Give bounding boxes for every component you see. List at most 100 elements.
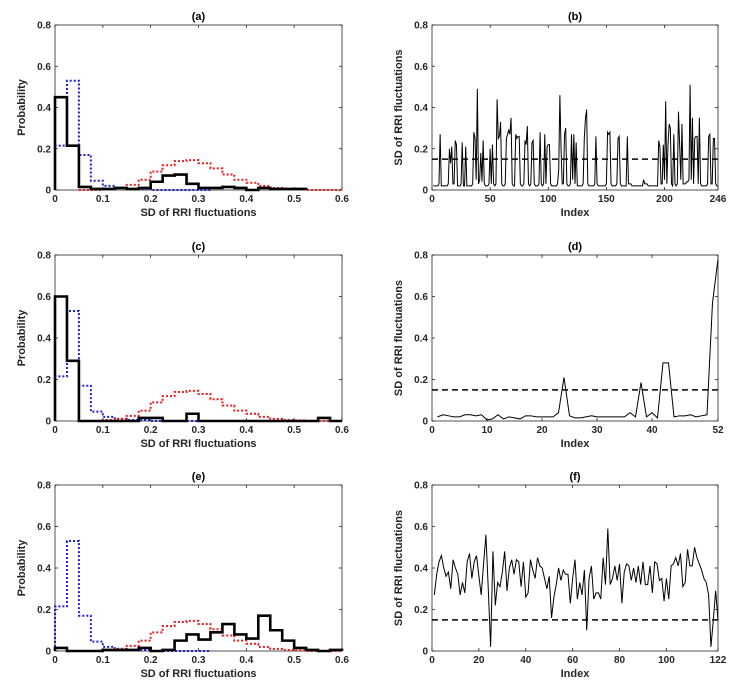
x-axis-label: SD of RRI fluctuations [140,207,256,219]
x-tick-label: 20 [536,425,548,436]
x-tick-label: 20 [473,655,485,666]
panel-d: 0 0.2 0.4 0.6 0.8 0 10 20 30 40 52 (d) Index SD of RR… [393,241,724,450]
y-tick-label: 0.4 [414,103,428,114]
x-tick-label: 52 [712,425,724,436]
x-tick-label: 0.2 [144,194,158,205]
x-tick-label: 0 [429,194,435,205]
x-tick-label: 0.3 [192,425,206,436]
histogram-series-1 [78,619,342,652]
x-tick-label: 0.1 [96,194,110,205]
y-axis-label: SD of RRI fluctuations [393,510,405,626]
axes-box [54,484,343,652]
y-axis-label: Probability [16,309,28,367]
y-tick-label: 0 [45,647,51,658]
histogram-series-2 [53,95,308,192]
x-axis-label: Index [561,668,591,680]
sd-series-line [433,84,718,188]
panel-c: 0 0.2 0.4 0.6 0.8 0 0.1 0.2 0.3 0.4 0.5 0.6 (c) SD of… [16,241,349,450]
y-tick-label: 0.2 [414,144,428,155]
y-tick-label: 0.4 [37,103,51,114]
x-tick-label: 0 [52,194,58,205]
panel-title: (f) [570,471,581,483]
x-tick-label: 100 [658,655,675,666]
y-tick-label: 0.4 [37,334,51,345]
y-tick-label: 0.8 [414,251,428,262]
y-tick-label: 0.6 [37,292,51,303]
x-tick-label: 80 [614,655,626,666]
x-tick-label: 50 [485,194,497,205]
panel-f: 0 0.2 0.4 0.6 0.8 0 20 40 60 80 100 122 (f) Index SD o… [393,471,727,680]
y-tick-label: 0.6 [414,62,428,73]
x-axis-label: SD of RRI fluctuations [140,668,256,680]
y-tick-label: 0 [422,417,428,428]
y-axis-label: SD of RRI fluctuations [393,280,405,396]
axes-box [431,254,719,422]
y-tick-label: 0.4 [414,334,428,345]
y-tick-label: 0.8 [37,21,51,32]
y-axis-label: SD of RRI fluctuations [393,49,405,165]
y-tick-label: 0 [422,647,428,658]
y-tick-label: 0.8 [414,481,428,492]
x-tick-label: 0.5 [287,655,301,666]
axes-box [54,24,343,191]
panel-b: 0 0.2 0.4 0.6 0.8 0 50 100 150 200 246 (b) Index SD o… [393,11,727,219]
axes-box [431,24,719,191]
x-axis-label: Index [561,207,591,219]
y-tick-label: 0.2 [37,144,51,155]
x-tick-label: 0 [52,655,58,666]
y-tick-label: 0.8 [37,251,51,262]
y-tick-label: 0 [422,186,428,197]
x-axis-label: SD of RRI fluctuations [140,438,256,450]
x-tick-label: 0.4 [239,425,253,436]
x-tick-label: 0 [429,425,435,436]
y-tick-label: 0.4 [37,564,51,575]
x-tick-label: 200 [656,194,673,205]
x-tick-label: 0.4 [239,194,253,205]
x-tick-label: 0.6 [335,425,349,436]
x-tick-label: 0.5 [287,194,301,205]
panel-title: (a) [192,11,206,23]
histogram-series-2 [53,614,344,653]
histogram-series-1 [78,389,342,422]
panel-title: (c) [192,241,206,253]
panel-a: 0 0.2 0.4 0.6 0.8 0 0.1 0.2 0.3 0.4 0.5 0.6 (a) SD of… [16,11,349,219]
histogram-series-1 [78,159,342,191]
panel-title: (b) [568,11,582,23]
y-tick-label: 0.8 [37,481,51,492]
y-tick-label: 0 [45,417,51,428]
y-tick-label: 0.6 [37,522,51,533]
y-tick-label: 0.8 [414,21,428,32]
x-tick-label: 0.2 [144,655,158,666]
y-tick-label: 0.2 [414,605,428,616]
x-tick-label: 100 [540,194,557,205]
y-tick-label: 0 [45,186,51,197]
panel-title: (e) [192,471,206,483]
x-tick-label: 10 [481,425,493,436]
x-tick-label: 0.1 [96,655,110,666]
x-tick-label: 0.5 [287,425,301,436]
panel-e: 0 0.2 0.4 0.6 0.8 0 0.1 0.2 0.3 0.4 0.5 0.6 (e) SD of… [16,471,349,680]
histogram-series-2 [53,295,342,423]
x-tick-label: 0.2 [144,425,158,436]
x-tick-label: 0.3 [192,194,206,205]
x-tick-label: 0.4 [239,655,253,666]
y-tick-label: 0.6 [414,292,428,303]
x-tick-label: 60 [567,655,579,666]
y-tick-label: 0.2 [37,375,51,386]
sd-series-line [437,259,719,421]
x-tick-label: 0.3 [192,655,206,666]
y-tick-label: 0.6 [414,522,428,533]
x-tick-label: 246 [710,194,727,205]
x-tick-label: 0 [429,655,435,666]
x-tick-label: 0.6 [335,655,349,666]
x-axis-label: Index [561,438,591,450]
x-tick-label: 122 [710,655,727,666]
y-axis-label: Probability [16,78,28,136]
y-tick-label: 0.2 [37,605,51,616]
histogram-series-0 [54,79,211,191]
axes-box [54,254,343,422]
y-axis-label: Probability [16,539,28,597]
y-tick-label: 0.4 [414,564,428,575]
panel-title: (d) [568,241,582,253]
